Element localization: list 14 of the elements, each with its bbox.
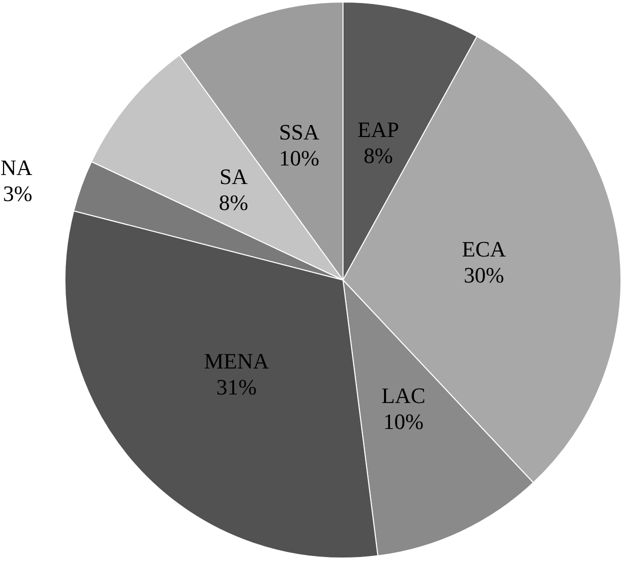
slice-label: NA — [0, 155, 32, 180]
data-label: 10% — [278, 145, 320, 170]
slice-label: SA — [220, 164, 248, 189]
data-label: 31% — [216, 374, 257, 400]
slice-label: MENA — [204, 348, 269, 374]
data-label: 8% — [364, 142, 393, 168]
data-label: 3% — [2, 181, 32, 206]
slice-label: SSA — [278, 119, 320, 144]
data-label: 30% — [464, 262, 504, 288]
data-label: 10% — [383, 408, 424, 434]
data-label: 8% — [218, 190, 248, 215]
slice-label: ECA — [462, 236, 506, 262]
slice-label: LAC — [381, 382, 426, 408]
slice-label: EAP — [358, 116, 400, 142]
